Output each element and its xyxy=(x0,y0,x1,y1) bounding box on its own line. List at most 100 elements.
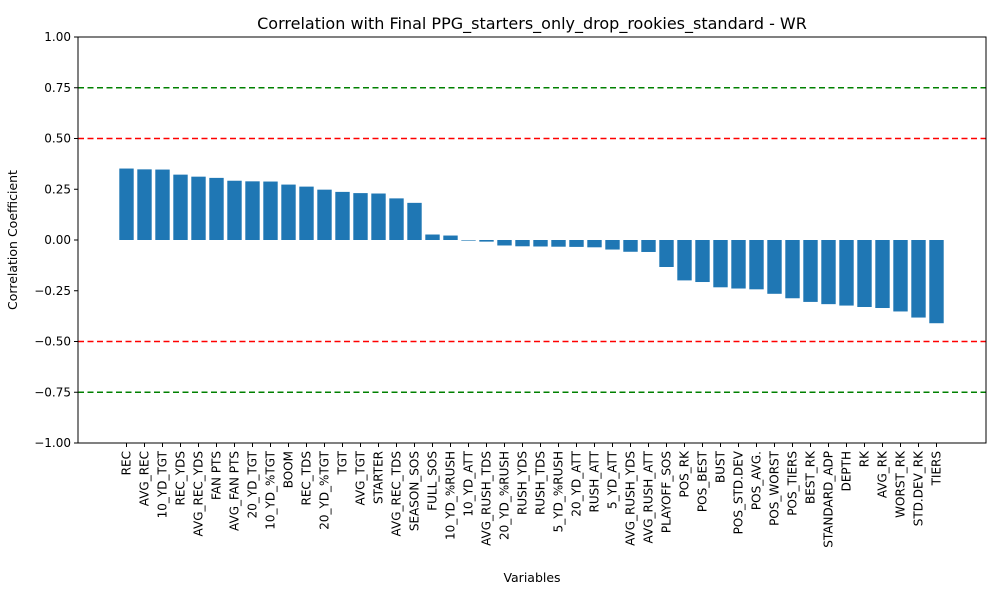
x-tick-label: AVG_RUSH_YDS xyxy=(624,451,638,546)
bar xyxy=(875,240,890,309)
bar xyxy=(227,180,242,240)
x-tick-label: AVG_REC_YDS xyxy=(192,451,206,536)
y-tick-label: 0.50 xyxy=(44,132,71,146)
x-tick-label: 20_YD_%TGT xyxy=(318,450,332,529)
x-tick-label: RUSH_ATT xyxy=(588,450,602,512)
x-tick-label: RUSH_YDS xyxy=(516,451,530,515)
bar xyxy=(281,184,296,240)
x-tick-label: RK xyxy=(858,450,872,467)
x-tick-label: WORST_RK xyxy=(894,450,908,518)
bar xyxy=(857,240,872,307)
x-tick-label: AVG_RUSH_ATT xyxy=(642,450,656,543)
x-tick-label: 10_YD_%TGT xyxy=(264,450,278,529)
bar xyxy=(209,177,224,240)
bar xyxy=(155,169,170,240)
x-tick-label: REC_YDS xyxy=(174,451,188,506)
x-tick-label: STD.DEV_RK xyxy=(912,450,926,526)
bar xyxy=(695,240,710,283)
bar xyxy=(713,240,728,288)
x-tick-label: POS_BEST xyxy=(696,450,710,512)
bar xyxy=(497,240,512,246)
bar xyxy=(551,240,566,247)
y-tick-label: 0.00 xyxy=(44,233,71,247)
y-tick-label: 0.75 xyxy=(44,81,71,95)
y-tick-label: −0.50 xyxy=(34,335,71,349)
y-tick-label: −0.75 xyxy=(34,385,71,399)
y-axis-ticks: −1.00 −0.75 −0.50 −0.25 0.00 0.25 0.50 0.75 1.00 xyxy=(34,30,78,450)
bar xyxy=(731,240,746,289)
x-tick-label: POS_TIERS xyxy=(786,451,800,516)
bar xyxy=(533,240,548,247)
x-tick-label: 10_YD_ATT xyxy=(462,450,476,516)
x-tick-label: POS_AVG. xyxy=(750,451,764,510)
bar xyxy=(407,202,422,240)
bar xyxy=(119,168,134,240)
y-tick-label: 1.00 xyxy=(44,30,71,44)
bar xyxy=(263,181,278,240)
x-tick-label: PLAYOFF_SOS xyxy=(660,451,674,533)
x-tick-label: RUSH_TDS xyxy=(534,451,548,515)
bar xyxy=(479,240,494,242)
x-tick-label: AVG_FAN PTS xyxy=(228,451,242,531)
bar xyxy=(299,186,314,240)
x-tick-label: FULL_SOS xyxy=(426,451,440,511)
x-tick-label: SEASON_SOS xyxy=(408,451,422,531)
bar xyxy=(749,240,764,290)
bar xyxy=(245,181,260,240)
x-tick-label: 5_YD_%RUSH xyxy=(552,451,566,532)
bar xyxy=(173,174,188,240)
x-tick-label: BOOM xyxy=(282,451,296,488)
bar xyxy=(443,235,458,240)
x-tick-label: POS_STD.DEV xyxy=(732,450,746,534)
plot-area-frame xyxy=(77,36,987,444)
bar xyxy=(929,240,944,324)
x-tick-label: AVG_RK xyxy=(876,450,890,498)
bars-group xyxy=(119,168,944,324)
x-tick-label: 20_YD_ATT xyxy=(570,450,584,516)
x-tick-label: AVG_RUSH_TDS xyxy=(480,451,494,546)
bar xyxy=(911,240,926,318)
bar xyxy=(785,240,800,299)
y-tick-label: −0.25 xyxy=(34,284,71,298)
x-tick-label: AVG_TGT xyxy=(354,450,368,505)
bar xyxy=(389,198,404,240)
y-axis-label: Correlation Coefficient xyxy=(5,170,20,310)
x-tick-label: FAN PTS xyxy=(210,451,224,500)
bar xyxy=(893,240,908,312)
bar xyxy=(659,240,674,267)
bar xyxy=(803,240,818,302)
bar xyxy=(569,240,584,247)
x-tick-label: REC xyxy=(120,451,134,475)
bar xyxy=(587,240,602,248)
bar xyxy=(191,176,206,240)
bar xyxy=(767,240,782,294)
x-tick-label: TGT xyxy=(336,450,350,475)
x-tick-label: 20_YD_%RUSH xyxy=(498,451,512,540)
bar xyxy=(821,240,836,305)
bar xyxy=(839,240,854,306)
x-tick-label: TIERS xyxy=(930,451,944,486)
x-tick-label: BUST xyxy=(714,450,728,483)
bar xyxy=(317,189,332,240)
bar xyxy=(335,191,350,240)
x-tick-label: POS_WORST xyxy=(768,450,782,526)
x-tick-label: AVG_REC xyxy=(138,451,152,506)
x-tick-label: BEST_RK xyxy=(804,450,818,504)
bar xyxy=(677,240,692,281)
x-tick-label: POS_RK xyxy=(678,450,692,498)
bar xyxy=(137,169,152,240)
x-tick-label: AVG_REC_TDS xyxy=(390,451,404,536)
x-tick-label: 10_YD_TGT xyxy=(156,450,170,518)
x-axis-label: Variables xyxy=(503,570,560,585)
x-tick-label: REC_TDS xyxy=(300,451,314,506)
bar xyxy=(461,240,476,241)
y-tick-label: 0.25 xyxy=(44,182,71,196)
bar xyxy=(605,240,620,250)
bar xyxy=(641,240,656,252)
bar xyxy=(515,240,530,247)
x-tick-label: STARTER xyxy=(372,451,386,504)
x-tick-label: 20_YD_TGT xyxy=(246,450,260,518)
chart-title: Correlation with Final PPG_starters_only… xyxy=(257,14,807,34)
bar xyxy=(371,193,386,240)
